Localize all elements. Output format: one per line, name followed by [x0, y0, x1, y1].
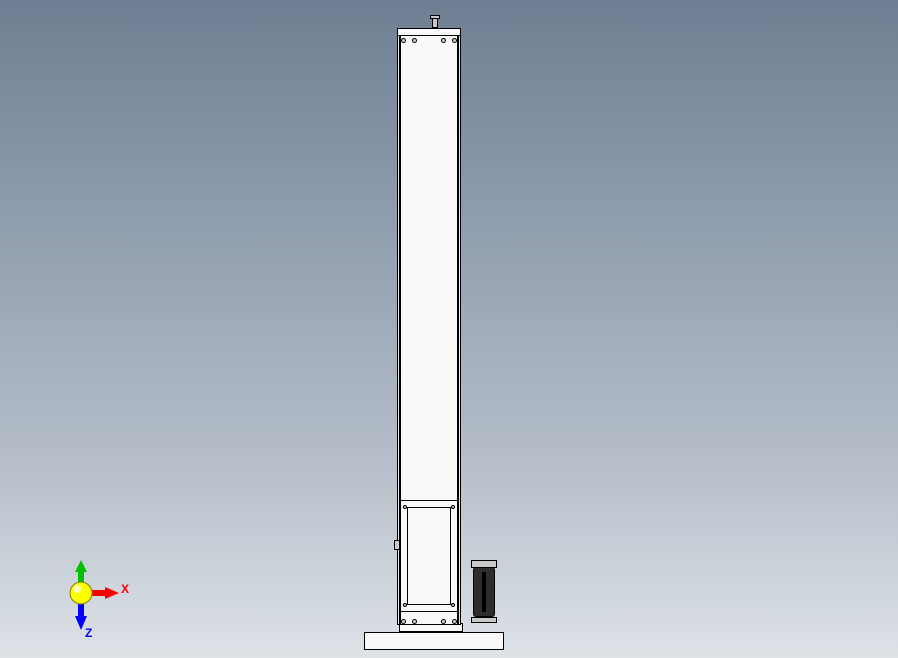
bottom-hole: [401, 619, 406, 624]
cad-viewport[interactable]: X Y Z: [0, 0, 898, 658]
axis-label-x: X: [121, 582, 129, 596]
carriage-hole: [403, 505, 407, 509]
carriage-inner-line: [407, 507, 451, 605]
top-hole: [412, 38, 417, 43]
top-hole: [401, 38, 406, 43]
carriage-hole: [403, 603, 407, 607]
column-top-cap: [397, 28, 461, 36]
bottom-hole: [452, 619, 457, 624]
carriage-side-pin: [394, 540, 400, 550]
column-trim-right: [458, 35, 461, 625]
orientation-triad[interactable]: X Y Z: [55, 560, 145, 650]
triad-origin-highlight: [73, 585, 81, 593]
triad-svg: [55, 560, 145, 650]
bottom-hole: [441, 619, 446, 624]
carriage-hole: [451, 505, 455, 509]
top-pin-cap: [430, 15, 440, 19]
bottom-hole: [412, 619, 417, 624]
axis-label-z: Z: [85, 626, 92, 640]
motor-body-slot: [482, 572, 486, 612]
base-plate: [364, 632, 504, 650]
triad-origin: [70, 582, 92, 604]
motor-foot: [471, 617, 497, 623]
top-hole: [452, 38, 457, 43]
carriage-hole: [451, 603, 455, 607]
top-pin: [432, 18, 438, 28]
top-hole: [441, 38, 446, 43]
